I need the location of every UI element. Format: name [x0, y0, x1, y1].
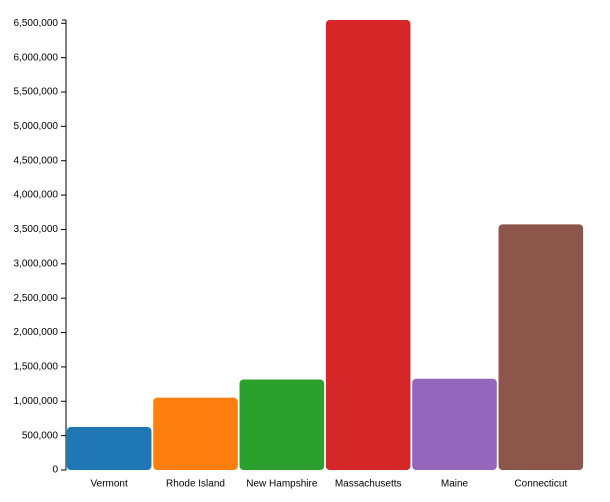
bar: [153, 397, 238, 470]
y-tick-label: 5,500,000: [14, 87, 59, 98]
x-tick-label: Connecticut: [514, 479, 567, 490]
bar: [498, 224, 584, 470]
y-tick-label: 6,000,000: [14, 52, 59, 63]
y-tick-label: 1,500,000: [14, 362, 59, 373]
x-tick-label: New Hampshire: [246, 479, 318, 490]
x-tick-label: Vermont: [91, 479, 128, 490]
x-tick-label: Maine: [441, 479, 469, 490]
x-tick-label: Rhode Island: [166, 479, 225, 490]
y-tick-label: 2,500,000: [14, 293, 59, 304]
bar: [325, 20, 411, 470]
y-tick-label: 2,000,000: [14, 327, 59, 338]
y-tick-label: 3,000,000: [14, 258, 59, 269]
x-tick-label: Massachusetts: [335, 479, 402, 490]
y-tick-label: 3,500,000: [14, 224, 59, 235]
y-tick-label: 6,500,000: [14, 18, 59, 29]
y-tick-label: 5,000,000: [14, 121, 59, 132]
y-tick-label: 1,000,000: [14, 396, 59, 407]
y-tick-label: 4,500,000: [14, 155, 59, 166]
y-tick-label: 4,000,000: [14, 190, 59, 201]
bar: [412, 378, 497, 470]
y-tick-label: 500,000: [22, 430, 59, 441]
bar: [239, 379, 325, 470]
y-tick-label: 0: [52, 465, 58, 476]
bar: [66, 426, 152, 470]
